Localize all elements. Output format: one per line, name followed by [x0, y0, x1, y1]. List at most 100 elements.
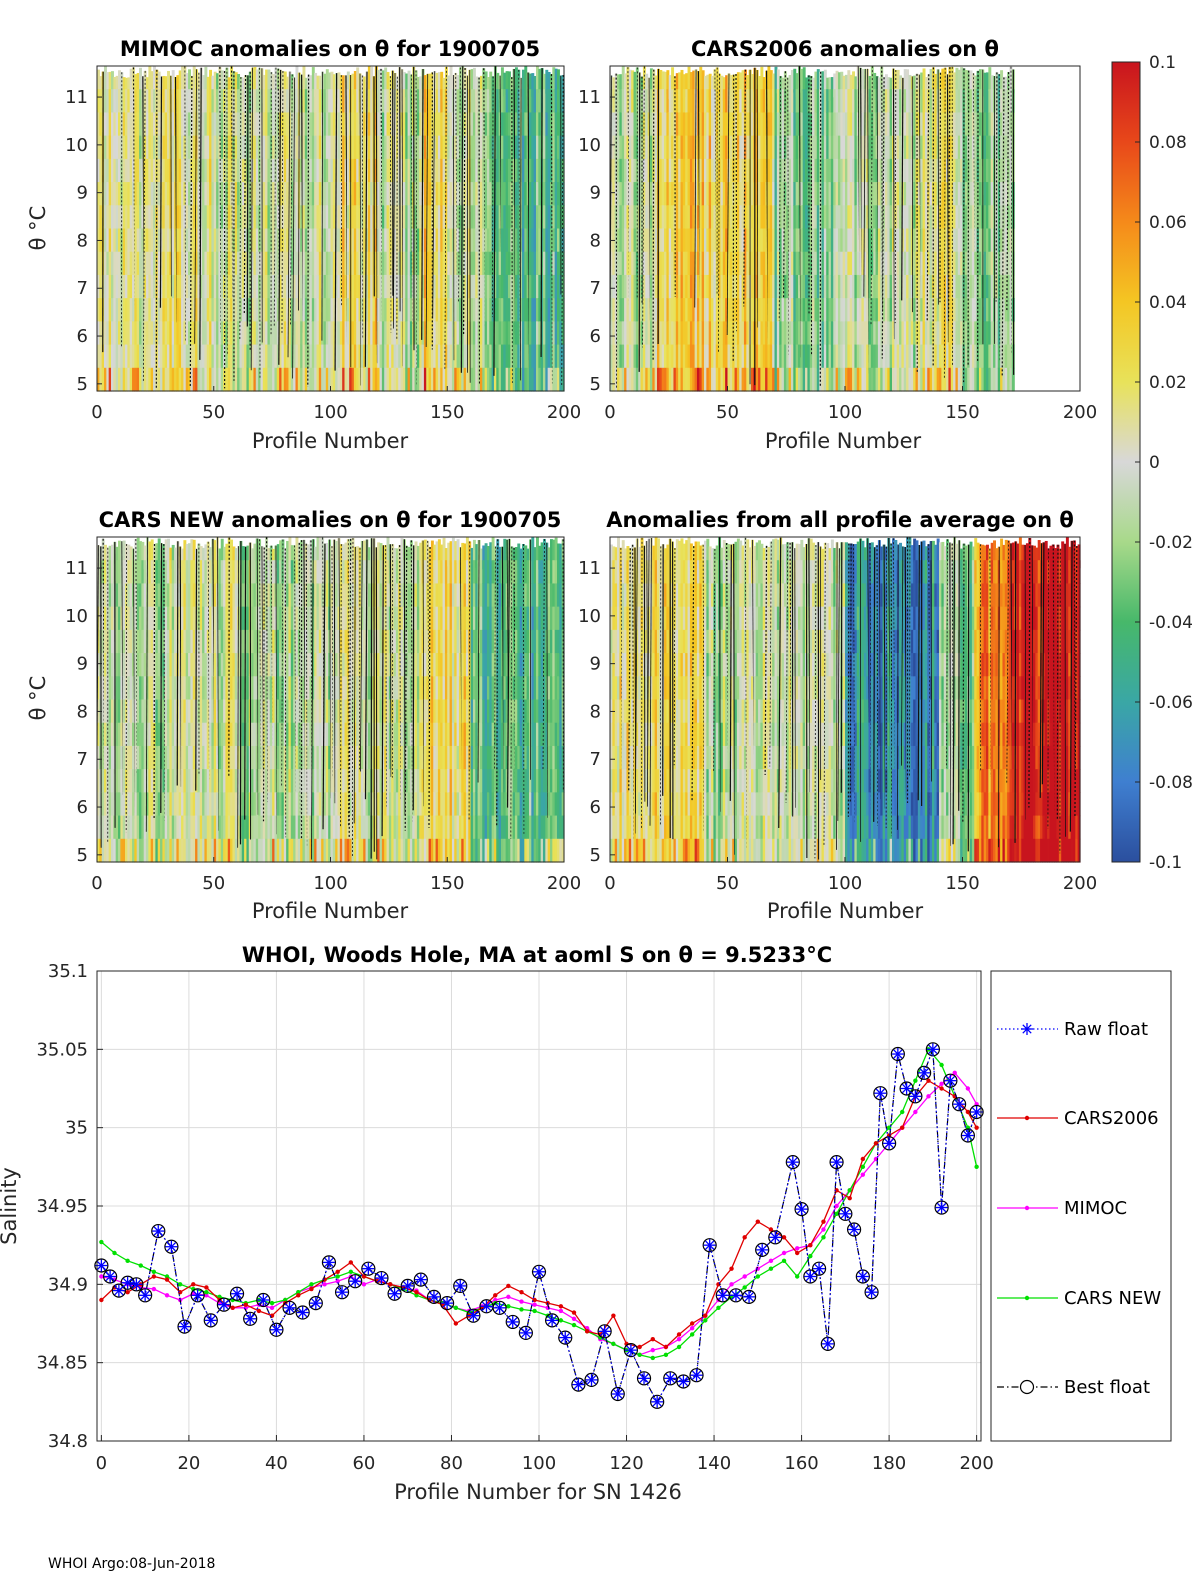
heatmap-cell — [111, 298, 114, 322]
heatmap-cell — [447, 274, 451, 299]
heatmap-cell — [258, 251, 262, 276]
x-tick-label: 0 — [91, 402, 102, 423]
heatmap-cell — [514, 298, 518, 322]
heatmap-cell — [734, 182, 738, 206]
heatmap-cell — [237, 89, 241, 114]
heatmap-cell — [743, 251, 747, 276]
heatmap-cell — [220, 182, 224, 206]
heatmap-cell — [318, 251, 322, 276]
heatmap-cell — [227, 158, 231, 183]
heatmap-cell — [762, 89, 766, 114]
heatmap-cell — [758, 75, 761, 100]
heatmap-cell — [769, 251, 773, 276]
heatmap-cell — [635, 298, 639, 322]
heatmap-cell — [192, 321, 196, 346]
heatmap-cell — [213, 89, 217, 114]
heatmap-cell — [649, 367, 653, 392]
heatmap-cell — [202, 112, 206, 137]
heatmap-cell — [624, 251, 628, 276]
heatmap-cell — [244, 205, 248, 230]
heatmap-cell — [765, 182, 769, 206]
heatmap-cell — [619, 228, 623, 253]
heatmap-cell — [155, 112, 159, 137]
heatmap-cell — [209, 158, 213, 183]
heatmap-cell — [174, 367, 177, 392]
heatmap-cell — [812, 298, 816, 322]
heatmap-cell — [251, 321, 255, 346]
heatmap-cell — [409, 74, 413, 99]
heatmap-cell — [405, 158, 409, 183]
heatmap-cell — [314, 298, 318, 322]
heatmap-cell — [687, 251, 691, 276]
heatmap-cell — [377, 89, 381, 114]
heatmap-cell — [736, 367, 740, 392]
heatmap-cell — [739, 367, 743, 392]
heatmap-cell — [437, 344, 441, 369]
heatmap-cell — [689, 89, 693, 114]
contour-line — [290, 74, 293, 327]
heatmap-cell — [664, 89, 667, 114]
heatmap-cell — [842, 367, 846, 392]
heatmap-cell — [157, 89, 161, 114]
heatmap-cell — [351, 251, 355, 276]
heatmap-cell — [127, 135, 131, 160]
heatmap-cell — [524, 112, 528, 137]
heatmap-cell — [197, 205, 201, 230]
heatmap-cell — [614, 251, 618, 276]
heatmap-cell — [621, 274, 625, 299]
heatmap-cell — [847, 135, 851, 160]
heatmap-cell — [812, 135, 816, 160]
heatmap-cell — [428, 205, 432, 230]
heatmap-cell — [272, 321, 276, 346]
heatmap-cell — [649, 205, 653, 230]
heatmap-cell — [164, 135, 168, 160]
heatmap-cell — [391, 344, 395, 369]
heatmap-cell — [458, 251, 462, 276]
heatmap-cell — [828, 367, 832, 392]
heatmap-cell — [524, 135, 528, 160]
heatmap-cell — [449, 112, 453, 137]
heatmap-cell — [805, 205, 808, 230]
heatmap-cell — [809, 135, 813, 160]
heatmap-cell — [153, 89, 156, 114]
heatmap-cell — [734, 74, 738, 98]
heatmap-cell — [715, 367, 719, 392]
heatmap-cell — [751, 135, 754, 160]
heatmap-cell — [449, 205, 453, 230]
heatmap-cell — [370, 182, 374, 206]
heatmap-cell — [346, 367, 350, 392]
heatmap-cell — [134, 321, 138, 346]
heatmap-cell — [342, 75, 346, 100]
heatmap-cell — [206, 228, 210, 253]
heatmap-cell — [122, 158, 126, 183]
heatmap-cell — [507, 112, 511, 137]
heatmap-cell — [269, 135, 273, 160]
heatmap-cell — [213, 321, 217, 346]
heatmap-cell — [642, 367, 646, 392]
heatmap-cell — [267, 344, 271, 369]
heatmap-cell — [185, 182, 189, 206]
heatmap-cell — [370, 158, 374, 183]
heatmap-cell — [510, 77, 514, 101]
heatmap-cell — [739, 135, 743, 160]
heatmap-cell — [675, 298, 679, 322]
heatmap-cell — [816, 112, 820, 137]
heatmap-cell — [239, 321, 243, 346]
heatmap-cell — [549, 251, 553, 276]
heatmap-cell — [725, 298, 729, 322]
heatmap-cell — [108, 298, 112, 322]
heatmap-cell — [475, 321, 479, 346]
heatmap-cell — [183, 367, 187, 392]
heatmap-cell — [353, 89, 357, 114]
heatmap-cell — [835, 135, 839, 160]
heatmap-cell — [479, 344, 483, 369]
heatmap-cell — [486, 182, 490, 206]
heatmap-cell — [666, 228, 670, 253]
heatmap-cell — [115, 205, 119, 230]
heatmap-cell — [111, 205, 114, 230]
heatmap-cell — [286, 112, 290, 137]
heatmap-cell — [507, 89, 511, 114]
heatmap-cell — [760, 298, 764, 322]
heatmap-cell — [484, 344, 488, 369]
heatmap-cell — [524, 367, 528, 392]
